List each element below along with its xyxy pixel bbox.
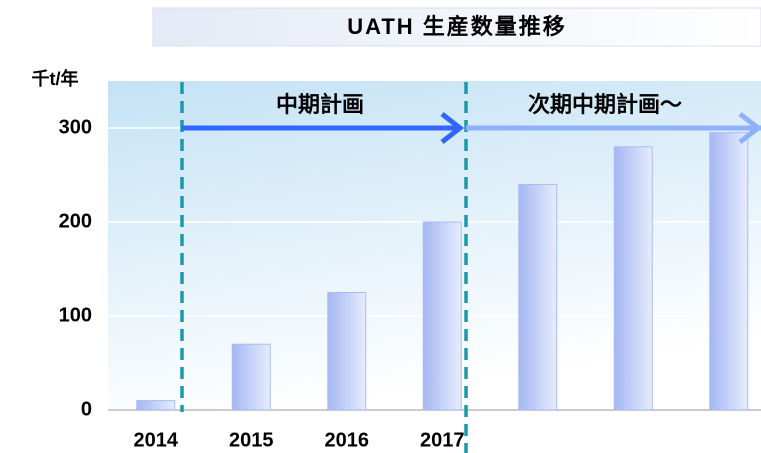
title-box — [152, 7, 761, 47]
bar — [422, 221, 462, 411]
bar — [709, 132, 749, 411]
y-axis-label: 千t/年 — [32, 68, 79, 89]
annotation: 次期中期計画～ — [528, 92, 682, 117]
y-tick-label: 0 — [81, 398, 92, 420]
period-arrow — [182, 112, 465, 144]
chart-title: UATH 生産数量推移 — [347, 14, 567, 39]
bar — [231, 343, 271, 411]
x-tick-label: 2016 — [325, 429, 370, 451]
x-tick-label: 2015 — [229, 429, 274, 451]
x-tick-label: 2017 — [420, 429, 465, 451]
period-arrow — [466, 112, 761, 144]
bar — [136, 400, 176, 411]
bar — [518, 183, 558, 411]
y-tick-label: 300 — [59, 116, 92, 138]
y-tick-label: 200 — [59, 210, 92, 232]
annotation: 中期計画 — [276, 92, 364, 117]
bar — [613, 146, 653, 411]
bar — [327, 292, 367, 411]
x-tick-label: 2014 — [134, 429, 179, 451]
y-tick-label: 100 — [59, 304, 92, 326]
